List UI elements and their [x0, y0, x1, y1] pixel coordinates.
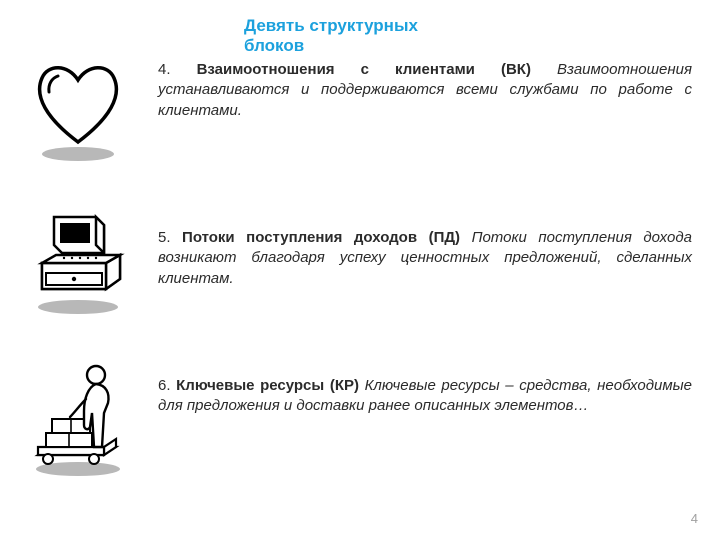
- block-1-number: 4.: [158, 61, 171, 78]
- cash-register-icon: [22, 200, 134, 320]
- block-2-text: 5. Потоки поступления доходов (ПД) Поток…: [158, 228, 692, 289]
- slide: Девять структурных блоков 4. Взаимоотнош…: [0, 0, 720, 540]
- block-3-text: 6. Ключевые ресурсы (КР) Ключевые ресурс…: [158, 376, 692, 417]
- page-number: 4: [691, 511, 698, 526]
- slide-title: Девять структурных блоков: [244, 16, 454, 55]
- block-2-number: 5.: [158, 229, 171, 246]
- block-2-heading: Потоки поступления доходов (ПД): [182, 229, 472, 246]
- block-3-heading: Ключевые ресурсы (КР): [176, 377, 364, 394]
- block-1-text: 4. Взаимоотношения с клиентами (ВК) Взаи…: [158, 60, 692, 121]
- block-1-heading: Взаимоотношения с клиентами (ВК): [197, 61, 557, 78]
- heart-icon: [22, 50, 134, 170]
- person-bricks-icon: [22, 360, 134, 480]
- block-3-number: 6.: [158, 377, 171, 394]
